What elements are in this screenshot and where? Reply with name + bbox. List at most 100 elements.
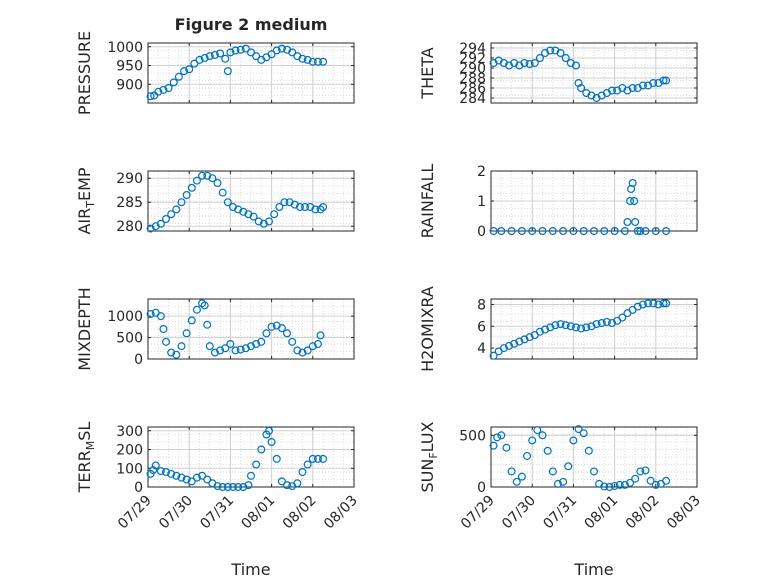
data-point — [633, 227, 642, 236]
data-point — [574, 425, 583, 434]
data-point — [638, 81, 647, 90]
data-point — [620, 227, 629, 236]
y-tick-label: 1000 — [107, 40, 143, 56]
data-point — [502, 443, 511, 452]
data-point — [556, 48, 565, 57]
data-point — [638, 300, 647, 309]
subplot-6: 4 6 8 H2OMIXRA — [418, 286, 698, 372]
subplot-5: 0 500 1000 MIXDEPTH — [75, 287, 355, 371]
y-tick-label: 292 — [459, 51, 486, 67]
data-point — [493, 433, 502, 442]
data-point — [210, 348, 219, 357]
series-points — [146, 426, 328, 492]
data-point — [180, 67, 189, 76]
data-point — [489, 227, 498, 236]
data-point — [283, 481, 292, 490]
x-tick-label: 08/03 — [664, 493, 704, 533]
data-point — [662, 76, 671, 85]
data-point — [651, 227, 660, 236]
data-point — [164, 83, 173, 92]
data-point — [577, 83, 586, 92]
data-point — [499, 344, 508, 353]
data-point — [146, 92, 155, 101]
data-point — [631, 218, 640, 227]
data-point — [569, 436, 578, 445]
data-point — [561, 53, 570, 62]
data-point — [520, 335, 529, 344]
data-point — [257, 337, 266, 346]
data-point — [218, 188, 227, 197]
data-point — [551, 321, 560, 330]
data-point — [589, 227, 598, 236]
data-point — [167, 210, 176, 219]
y-tick-label: 0 — [477, 480, 486, 496]
data-point — [308, 57, 317, 66]
data-point — [226, 340, 235, 349]
y-axis-label: TERRMSL — [75, 422, 97, 494]
data-point — [538, 227, 547, 236]
data-point — [644, 299, 653, 308]
data-point — [288, 48, 297, 57]
series-points — [489, 299, 671, 360]
data-point — [213, 179, 222, 188]
data-point — [525, 333, 534, 342]
data-point — [579, 227, 588, 236]
data-point — [636, 467, 645, 476]
data-point — [525, 59, 534, 68]
y-tick-label: 0 — [134, 352, 143, 368]
data-point — [523, 451, 532, 460]
data-point — [221, 344, 230, 353]
data-point — [507, 227, 516, 236]
data-point — [615, 480, 624, 489]
data-point — [228, 483, 237, 492]
data-point — [553, 479, 562, 488]
data-point — [316, 205, 325, 214]
data-point — [311, 205, 320, 214]
data-point — [156, 312, 165, 321]
data-point — [571, 323, 580, 332]
data-point — [319, 57, 328, 66]
data-point — [265, 426, 274, 435]
data-point — [236, 45, 245, 54]
subplot-8: 0 500 07/29 07/30 07/31 08/01 08/02 08/03 SUNFLU… — [418, 421, 704, 532]
subplot-7: 0 100 200 300 07/29 07/30 07/31 08/01 08/02 08/03… — [75, 422, 361, 533]
axes-box — [147, 298, 355, 360]
x-tick-label: 08/02 — [280, 493, 320, 533]
subplot-1: 900 950 1000 PRESSURE — [75, 31, 355, 115]
data-point — [512, 477, 521, 486]
data-point — [515, 337, 524, 346]
y-axis-label: PRESSURE — [75, 31, 94, 115]
data-point — [221, 54, 230, 63]
data-point — [626, 197, 635, 206]
data-point — [662, 227, 671, 236]
data-point — [510, 339, 519, 348]
subplot-3: 280 285 290 AIRTEMP — [75, 167, 355, 235]
data-point — [308, 454, 317, 463]
y-axis-label: THETA — [418, 47, 437, 99]
data-point — [507, 467, 516, 476]
data-point — [277, 44, 286, 53]
series-points — [146, 299, 325, 359]
y-axis-label: RAINFALL — [418, 164, 437, 239]
data-point — [559, 477, 568, 486]
data-point — [252, 52, 261, 61]
data-point — [319, 454, 328, 463]
data-point — [267, 438, 276, 447]
data-point — [231, 46, 240, 55]
data-point — [154, 87, 163, 96]
y-tick-label: 280 — [116, 219, 143, 235]
data-point — [303, 55, 312, 64]
data-point — [313, 454, 322, 463]
data-point — [223, 67, 232, 76]
data-point — [535, 53, 544, 62]
x-tick-label: 08/03 — [321, 493, 361, 533]
data-point — [247, 48, 256, 57]
data-point — [252, 460, 261, 469]
data-point — [205, 342, 214, 351]
data-point — [597, 319, 606, 328]
data-point — [517, 227, 526, 236]
y-axis-label: AIRTEMP — [75, 167, 97, 234]
